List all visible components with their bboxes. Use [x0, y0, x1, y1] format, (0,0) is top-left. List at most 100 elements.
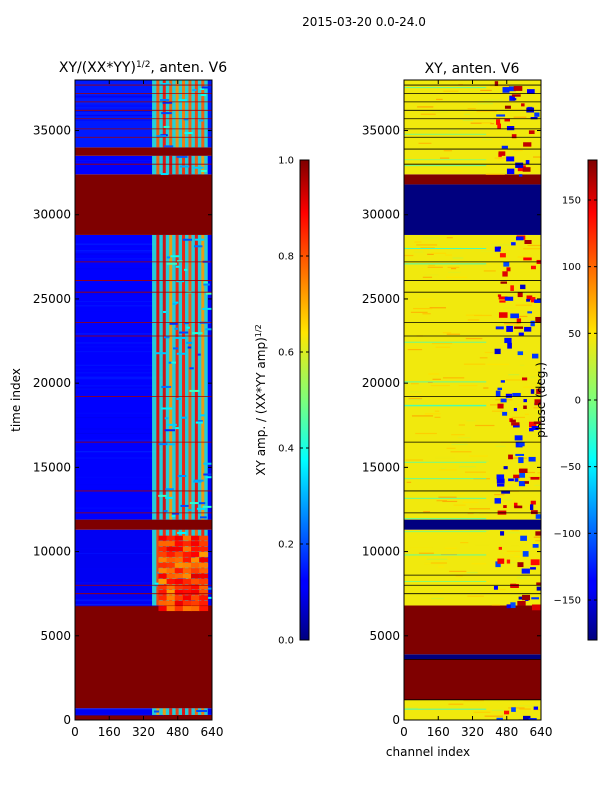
texture: [517, 589, 540, 591]
texture: [179, 165, 190, 168]
texture: [431, 342, 453, 345]
texture: [442, 500, 458, 503]
texture: [199, 535, 209, 541]
colorbar-tick-label: 0.6: [278, 348, 294, 359]
texture: [206, 596, 212, 599]
texture: [530, 476, 540, 480]
texture: [199, 557, 209, 563]
texture: [182, 589, 192, 595]
texture: [192, 89, 197, 92]
texture: [484, 351, 494, 354]
texture: [166, 262, 178, 265]
texture: [514, 478, 519, 482]
texture: [499, 300, 506, 303]
panel-1-title: XY/(XX*YY)1/2, anten. V6: [59, 60, 227, 76]
texture: [414, 303, 425, 305]
texture: [504, 296, 514, 301]
colorbar-tick-label: −50: [560, 462, 581, 473]
texture: [495, 326, 504, 330]
texture: [513, 474, 520, 479]
texture: [174, 584, 184, 590]
texture: [75, 438, 165, 440]
figure-suptitle: 2015-03-20 0.0-24.0: [302, 15, 426, 29]
texture: [409, 391, 422, 393]
colorbar-2-ticks: 150 100 50 0 −50 −100 −150: [554, 196, 597, 607]
texture: [446, 333, 461, 335]
texture: [174, 551, 184, 557]
texture: [206, 587, 212, 590]
texture: [170, 255, 180, 258]
texture: [174, 327, 178, 330]
texture: [529, 427, 534, 432]
texture: [176, 397, 181, 400]
texture: [75, 252, 165, 254]
streak: [188, 155, 192, 175]
heatmap-band: [75, 519, 212, 530]
texture: [191, 551, 201, 557]
texture: [494, 494, 505, 496]
texture: [513, 407, 517, 412]
texture: [533, 421, 541, 425]
texture: [199, 600, 209, 606]
texture: [494, 81, 499, 86]
texture: [506, 325, 513, 332]
texture: [75, 605, 165, 607]
texture: [199, 119, 204, 122]
texture: [189, 502, 199, 505]
texture: [538, 542, 541, 544]
texture: [75, 364, 165, 366]
texture: [177, 475, 187, 478]
texture: [404, 580, 487, 582]
heatmap-band: [75, 174, 212, 235]
texture: [524, 471, 536, 474]
texture: [163, 336, 170, 339]
texture: [408, 397, 423, 400]
texture: [503, 505, 507, 509]
texture: [407, 348, 423, 351]
texture: [191, 541, 201, 547]
texture: [431, 597, 444, 600]
texture: [199, 516, 207, 519]
texture: [411, 321, 425, 323]
texture: [515, 453, 525, 456]
texture: [187, 509, 192, 512]
texture: [522, 167, 531, 172]
texture: [475, 424, 495, 427]
texture: [177, 260, 183, 263]
texture: [174, 541, 184, 547]
texture: [436, 98, 443, 101]
texture: [174, 568, 184, 574]
texture: [514, 555, 527, 558]
texture: [506, 156, 515, 162]
texture: [534, 399, 541, 406]
texture: [181, 416, 187, 419]
texture: [506, 532, 520, 534]
colorbar-tick-label: 100: [562, 262, 581, 273]
texture: [476, 460, 490, 462]
texture: [498, 546, 502, 550]
texture: [158, 557, 168, 563]
texture: [518, 292, 528, 295]
texture: [494, 157, 510, 159]
texture: [199, 595, 209, 601]
texture: [75, 428, 165, 430]
texture: [445, 254, 452, 256]
texture: [517, 256, 527, 258]
texture: [436, 500, 447, 502]
texture: [534, 393, 541, 396]
texture: [511, 529, 519, 532]
texture: [166, 535, 176, 541]
heatmap-band: [404, 659, 541, 700]
texture: [531, 426, 539, 430]
texture: [404, 165, 487, 167]
texture: [532, 544, 539, 548]
heatmap-band: [75, 147, 212, 156]
texture: [191, 557, 201, 563]
texture: [183, 118, 189, 121]
texture: [504, 337, 512, 344]
texture: [506, 559, 511, 564]
heatmap-band: [75, 708, 212, 715]
colorbar-tick-label: 0.2: [278, 540, 294, 551]
texture: [534, 102, 541, 104]
texture: [75, 385, 165, 387]
